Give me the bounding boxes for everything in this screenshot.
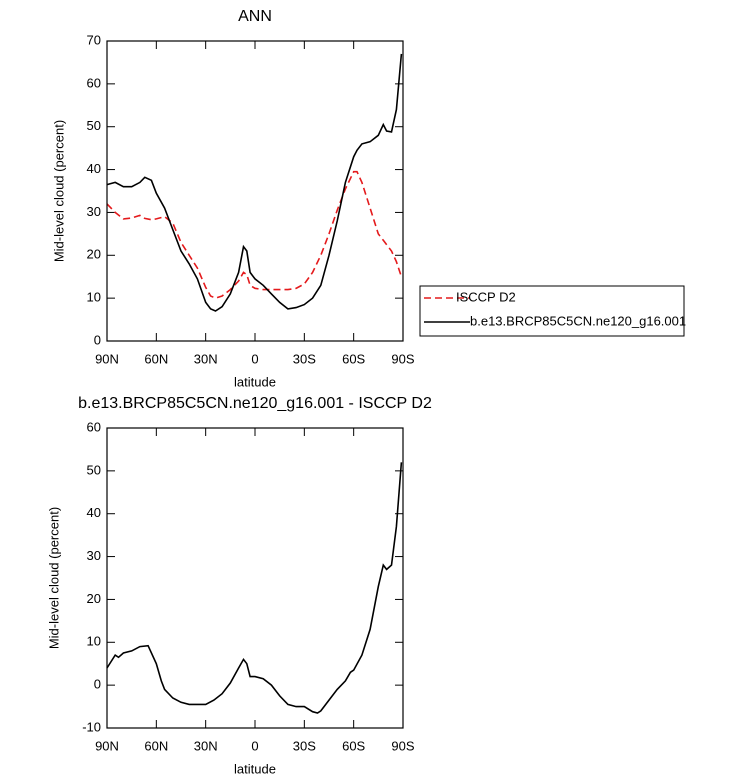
y-axis-label: Mid-level cloud (percent) — [46, 507, 61, 649]
x-tick-label: 90S — [391, 351, 414, 366]
data-line — [106, 170, 403, 299]
y-tick-label: 20 — [87, 247, 101, 262]
x-tick-label: 60N — [144, 738, 168, 753]
data-line — [106, 462, 403, 714]
chart-title: ANN — [238, 8, 272, 25]
x-tick-label: 60S — [342, 351, 365, 366]
y-tick-label: 10 — [87, 290, 101, 305]
y-tick-label: 60 — [87, 75, 101, 90]
legend-label: b.e13.BRCP85C5CN.ne120_g16.001 — [470, 313, 686, 328]
y-tick-label: -10 — [82, 719, 101, 734]
x-axis-label: latitude — [234, 761, 276, 776]
x-tick-label: 90N — [95, 351, 119, 366]
x-tick-label: 30N — [194, 351, 218, 366]
x-tick-label: 0 — [251, 351, 258, 366]
y-tick-label: 0 — [94, 677, 101, 692]
legend-box — [419, 285, 685, 337]
x-axis-label: latitude — [234, 374, 276, 389]
y-tick-label: 10 — [87, 634, 101, 649]
y-tick-label: 20 — [87, 591, 101, 606]
y-tick-label: 50 — [87, 118, 101, 133]
y-tick-label: 40 — [87, 161, 101, 176]
plot-frame — [106, 40, 404, 342]
x-tick-label: 90S — [391, 738, 414, 753]
data-line — [106, 53, 403, 312]
x-tick-label: 90N — [95, 738, 119, 753]
y-tick-label: 0 — [94, 332, 101, 347]
y-tick-label: 70 — [87, 32, 101, 47]
x-tick-label: 60N — [144, 351, 168, 366]
y-tick-label: 30 — [87, 204, 101, 219]
y-tick-label: 30 — [87, 548, 101, 563]
y-axis-label: Mid-level cloud (percent) — [51, 120, 66, 262]
y-tick-label: 60 — [87, 419, 101, 434]
legend-label: ISCCP D2 — [456, 289, 516, 304]
y-tick-label: 40 — [87, 505, 101, 520]
x-tick-label: 30S — [293, 738, 316, 753]
plot-frame — [106, 427, 404, 729]
x-tick-label: 60S — [342, 738, 365, 753]
y-tick-label: 50 — [87, 462, 101, 477]
x-tick-label: 0 — [251, 738, 258, 753]
x-tick-label: 30S — [293, 351, 316, 366]
legend: ISCCP D2 b.e13.BRCP85C5CN.ne120_g16.001 — [419, 285, 686, 337]
chart-title: b.e13.BRCP85C5CN.ne120_g16.001 - ISCCP D… — [78, 395, 432, 412]
x-tick-label: 30N — [194, 738, 218, 753]
